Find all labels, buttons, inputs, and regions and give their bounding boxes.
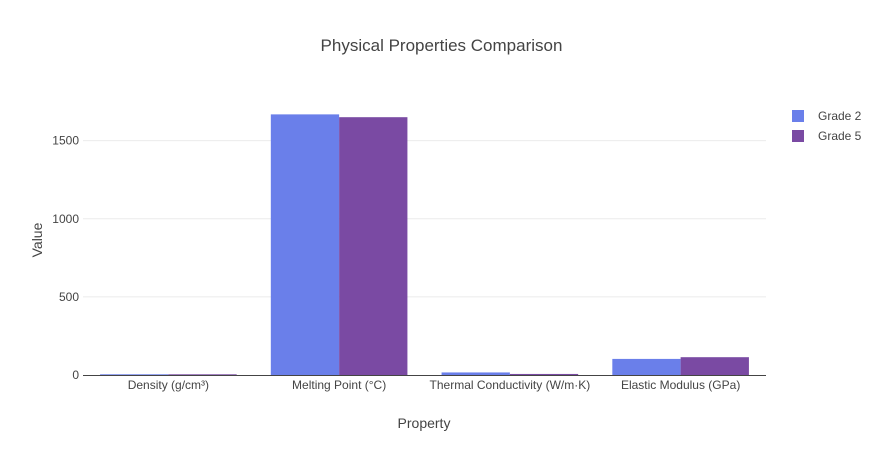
x-tick-label: Thermal Conductivity (W/m·K): [430, 378, 591, 392]
y-axis-title: Value: [29, 222, 45, 257]
legend[interactable]: Grade 2 Grade 5: [792, 109, 862, 143]
legend-item[interactable]: Grade 5: [792, 129, 862, 143]
bar[interactable]: [339, 117, 408, 375]
legend-label: Grade 5: [818, 129, 862, 143]
y-tick-label: 500: [59, 290, 79, 304]
legend-item[interactable]: Grade 2: [792, 109, 862, 123]
y-tick-labels: 0 500 1000 1500: [52, 134, 79, 382]
legend-swatch: [792, 110, 804, 122]
y-tick-label: 1500: [52, 134, 79, 148]
bar[interactable]: [441, 372, 510, 375]
bar[interactable]: [100, 374, 169, 375]
bar[interactable]: [168, 374, 237, 375]
x-tick-label: Elastic Modulus (GPa): [621, 378, 740, 392]
x-axis-title: Property: [398, 415, 451, 431]
gridlines: [83, 140, 766, 298]
bar[interactable]: [509, 373, 579, 375]
x-tick-label: Density (g/cm³): [128, 378, 209, 392]
y-tick-label: 1000: [52, 212, 79, 226]
legend-label: Grade 2: [818, 109, 862, 123]
chart-title: Physical Properties Comparison: [321, 36, 563, 55]
legend-swatch: [792, 130, 804, 142]
bar[interactable]: [612, 358, 681, 375]
x-tick-labels: Density (g/cm³) Melting Point (°C) Thermal…: [128, 378, 741, 392]
bars: [100, 114, 749, 375]
x-tick-label: Melting Point (°C): [292, 378, 386, 392]
bar[interactable]: [270, 114, 340, 375]
bar[interactable]: [680, 357, 749, 375]
y-tick-label: 0: [72, 368, 79, 382]
